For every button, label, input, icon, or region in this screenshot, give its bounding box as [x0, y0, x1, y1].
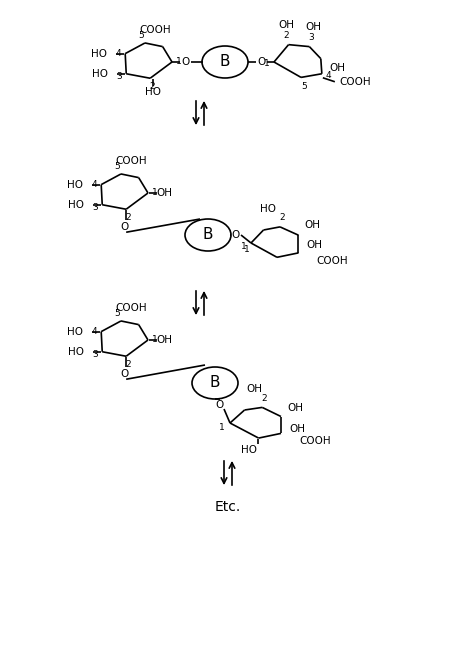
- Text: 5: 5: [138, 32, 143, 40]
- Text: 2: 2: [261, 394, 267, 403]
- Text: HO: HO: [91, 48, 107, 58]
- Text: OH: OH: [306, 240, 322, 250]
- Text: 2: 2: [149, 82, 155, 91]
- Text: O: O: [215, 400, 224, 410]
- Text: OH: OH: [278, 19, 294, 30]
- Text: 3: 3: [308, 33, 313, 42]
- Text: 2: 2: [283, 31, 289, 40]
- Text: B: B: [219, 54, 230, 69]
- Text: 2: 2: [278, 214, 284, 222]
- Text: B: B: [209, 376, 220, 390]
- Text: OH: OH: [329, 62, 345, 73]
- Text: 4: 4: [91, 180, 97, 189]
- Text: 1: 1: [152, 189, 157, 198]
- Text: COOH: COOH: [139, 25, 171, 35]
- Text: OH: OH: [156, 335, 172, 345]
- Text: O: O: [120, 222, 128, 233]
- Text: 5: 5: [114, 163, 120, 171]
- Text: 4: 4: [325, 71, 331, 80]
- Text: 2: 2: [125, 213, 131, 222]
- Text: COOH: COOH: [115, 156, 147, 166]
- Text: O: O: [258, 57, 266, 67]
- Text: 1: 1: [263, 60, 269, 69]
- Text: HO: HO: [68, 200, 84, 210]
- Text: HO: HO: [67, 327, 83, 337]
- Text: OH: OH: [304, 220, 320, 230]
- Text: 5: 5: [114, 310, 120, 319]
- Text: 3: 3: [92, 350, 98, 360]
- Text: HO: HO: [92, 69, 108, 79]
- Text: OH: OH: [156, 188, 172, 198]
- Text: HO: HO: [68, 347, 84, 357]
- Text: COOH: COOH: [316, 256, 347, 266]
- Text: COOH: COOH: [298, 436, 330, 446]
- Text: 4: 4: [91, 327, 97, 336]
- Text: 2: 2: [125, 360, 131, 369]
- Text: 1: 1: [176, 58, 182, 67]
- Text: HO: HO: [240, 445, 256, 455]
- Text: OH: OH: [246, 384, 262, 394]
- Text: 1: 1: [241, 243, 246, 251]
- Text: O: O: [120, 369, 128, 379]
- Text: 4: 4: [115, 49, 121, 58]
- Text: B: B: [202, 228, 213, 243]
- Text: 1: 1: [152, 335, 157, 345]
- Text: COOH: COOH: [339, 77, 371, 87]
- Text: HO: HO: [145, 87, 161, 97]
- Text: HO: HO: [67, 179, 83, 190]
- Text: OH: OH: [288, 425, 304, 434]
- Text: 5: 5: [300, 82, 306, 91]
- Text: O: O: [231, 230, 240, 240]
- Text: 3: 3: [116, 73, 122, 81]
- Text: OH: OH: [305, 22, 321, 32]
- Text: 1: 1: [219, 423, 224, 431]
- Text: O: O: [182, 57, 190, 67]
- Text: Etc.: Etc.: [214, 500, 241, 514]
- Text: 3: 3: [92, 203, 98, 212]
- Text: 1: 1: [243, 245, 249, 255]
- Text: HO: HO: [259, 204, 275, 214]
- Text: COOH: COOH: [115, 303, 147, 313]
- Text: OH: OH: [286, 403, 302, 413]
